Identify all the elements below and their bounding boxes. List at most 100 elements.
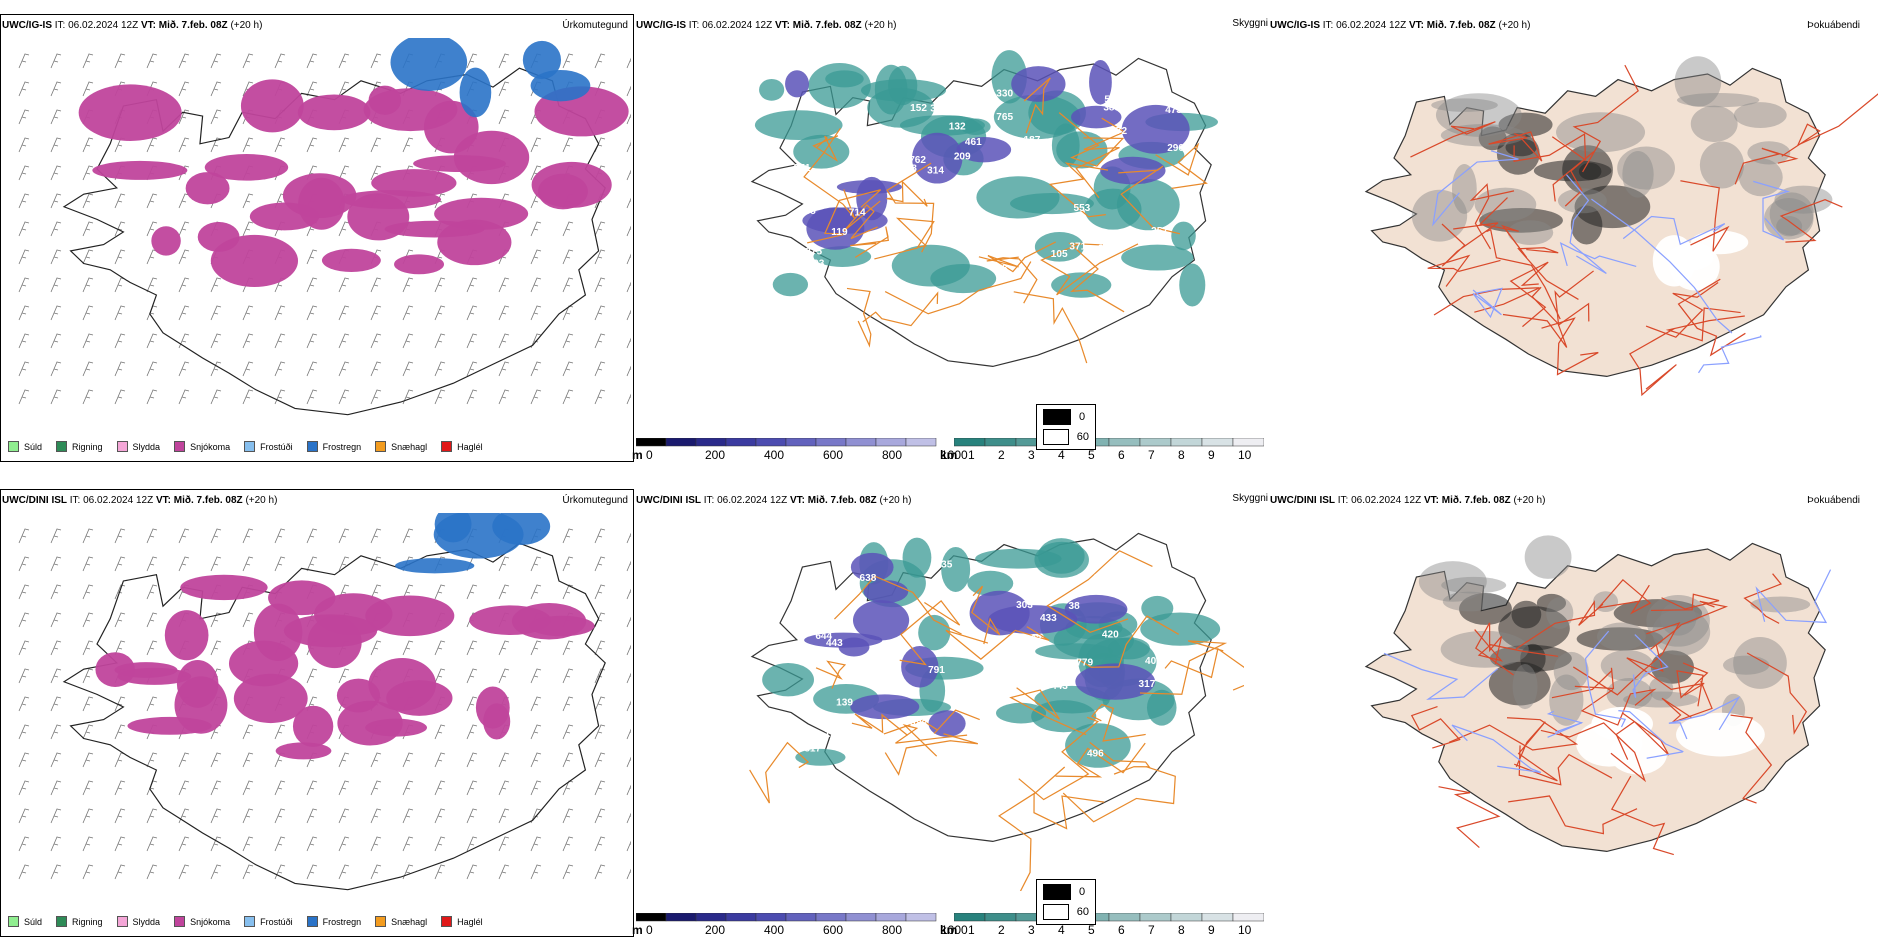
fog-high: 60	[1076, 906, 1089, 918]
lead-time: (+20 h)	[1498, 20, 1531, 31]
precip-type-panel: UWC/DINI ISL IT: 06.02.2024 12Z VT: Mið.…	[0, 489, 634, 937]
vt-label: VT:	[140, 20, 156, 31]
cloud-base-label: 271	[794, 163, 811, 174]
cloud-base-label: 714	[849, 207, 866, 218]
fog-swatch-white	[1043, 904, 1069, 920]
legend-swatch	[441, 916, 453, 927]
cloud-base-label: 125	[874, 125, 891, 136]
vt-label: VT:	[1423, 495, 1439, 506]
cloud-tick: 1000	[941, 448, 968, 462]
cloud-base-label: 209	[954, 151, 971, 162]
legend-label: Súld	[24, 916, 43, 927]
cloud-base-label: 317	[1138, 679, 1155, 690]
cloud-base-label: 644	[815, 631, 832, 642]
cloud-base-label: 312	[1098, 243, 1115, 254]
cloud-base-label: 257	[1151, 226, 1168, 237]
it-value: 06.02.2024 12Z	[68, 20, 139, 31]
cloud-tick: 200	[705, 448, 726, 462]
legend-label: Snæhagl	[391, 441, 428, 452]
cloud-base-label: 275	[805, 246, 822, 257]
fog-legend-row: 60	[1043, 904, 1089, 920]
it-label: IT:	[69, 495, 81, 506]
panel-title: UWC/DINI ISL IT: 06.02.2024 12Z VT: Mið.…	[2, 495, 277, 506]
cloud-base-label: 765	[996, 112, 1013, 123]
cloud-base-label: 105	[1051, 249, 1068, 260]
fog-legend-row: 0	[1043, 409, 1089, 425]
cloud-base-label: 473	[1165, 105, 1182, 116]
legend-swatch	[306, 441, 318, 452]
cloud-base-label: 187	[1024, 135, 1041, 146]
legend-swatch	[56, 916, 68, 927]
legend-item: Frostúði	[244, 916, 293, 927]
legend-label: Súld	[24, 441, 43, 452]
cloud-base-label: 483	[910, 718, 927, 729]
legend-swatch	[8, 441, 19, 452]
cloud-base-label: 330	[996, 89, 1013, 100]
panel-field-name: Skyggni	[1232, 493, 1268, 504]
cloud-base-label: 791	[928, 665, 945, 676]
visibility-panel: UWC/IG-IS IT: 06.02.2024 12Z VT: Mið. 7.…	[632, 14, 1268, 462]
visibility-tick: 8	[1178, 448, 1185, 462]
cloud-unit: m	[632, 923, 643, 937]
it-label: IT:	[703, 495, 715, 506]
legend-item: Slydda	[116, 441, 160, 452]
model-name: UWC/IG-IS	[636, 20, 686, 31]
fog-legend: 0 60	[1036, 879, 1096, 925]
cloud-base-label: 226	[812, 714, 829, 725]
cloud-base-label: 389	[1103, 102, 1120, 113]
cloud-base-label: 248	[1002, 746, 1019, 757]
fog-legend-row: 60	[1043, 429, 1089, 445]
legend-swatch	[174, 916, 186, 927]
cloud-base-label: 433	[1040, 613, 1057, 624]
visibility-colorbar: km 1 2 3 4 5 6 7 8 9 10	[940, 913, 1264, 937]
visibility-tick: 9	[1208, 448, 1215, 462]
visibility-tick: 1	[968, 448, 975, 462]
cloud-base-label: 173	[1151, 574, 1168, 585]
legend-label: Rigning	[72, 916, 103, 927]
legend-item: Frostregn	[306, 916, 361, 927]
cloud-tick: 400	[764, 448, 785, 462]
fog-low: 0	[1079, 886, 1086, 898]
cloud-tick: 1000	[941, 923, 968, 937]
panel-field-name: Þokuábendi	[1807, 495, 1860, 506]
cloud-base-label: 638	[860, 573, 877, 584]
cloud-base-label: 139	[836, 698, 853, 709]
cloud-base-label: 317	[804, 744, 821, 755]
cloud-base-label: 420	[1102, 629, 1119, 640]
fog-map	[1364, 56, 1878, 397]
cloud-base-label: 263	[1025, 634, 1042, 645]
panel-field-name: Þokuábendi	[1807, 20, 1860, 31]
legend-label: Snæhagl	[391, 916, 428, 927]
cloud-base-label: 496	[1087, 749, 1104, 760]
visibility-unit: km	[940, 448, 958, 462]
cloud-base-label: 358	[900, 163, 917, 174]
visibility-map: 638 335 317 28 263 139 384 38 355 125 226 303 420 408…	[749, 532, 1244, 891]
model-name: UWC/DINI ISL	[1270, 495, 1335, 506]
cloud-tick: 0	[646, 448, 653, 462]
panel-title: UWC/DINI ISL IT: 06.02.2024 12Z VT: Mið.…	[1270, 495, 1545, 506]
cloud-tick: 800	[882, 448, 903, 462]
model-name: UWC/DINI ISL	[2, 495, 67, 506]
fog-panel: UWC/DINI ISL IT: 06.02.2024 12Z VT: Mið.…	[1036, 489, 1900, 937]
model-name: UWC/IG-IS	[1270, 20, 1320, 31]
legend-item: Súld	[8, 441, 42, 452]
cloud-base-label: 553	[1073, 203, 1090, 214]
visibility-tick: 10	[1238, 448, 1252, 462]
cloud-base-colorbar: m 0 200 400 600 800 1000	[632, 913, 968, 937]
panel-title: UWC/DINI ISL IT: 06.02.2024 12Z VT: Mið.…	[636, 495, 911, 506]
fog-map	[1364, 535, 1832, 856]
vt-label: VT:	[789, 495, 805, 506]
visibility-unit: km	[940, 923, 958, 937]
it-label: IT:	[54, 20, 66, 31]
cloud-base-label: 242	[954, 209, 971, 220]
legend-label: Rigning	[72, 441, 103, 452]
visibility-tick: 10	[1238, 923, 1252, 937]
cloud-tick: 800	[882, 923, 903, 937]
legend-label: Slydda	[132, 916, 161, 927]
legend-item: Súld	[8, 916, 42, 927]
cloud-base-label: 472	[1110, 126, 1127, 137]
panel-title: UWC/IG-IS IT: 06.02.2024 12Z VT: Mið. 7.…	[636, 20, 896, 31]
cloud-base-label: 408	[1145, 656, 1162, 667]
vt-label: VT:	[774, 20, 790, 31]
cloud-tick: 0	[646, 923, 653, 937]
